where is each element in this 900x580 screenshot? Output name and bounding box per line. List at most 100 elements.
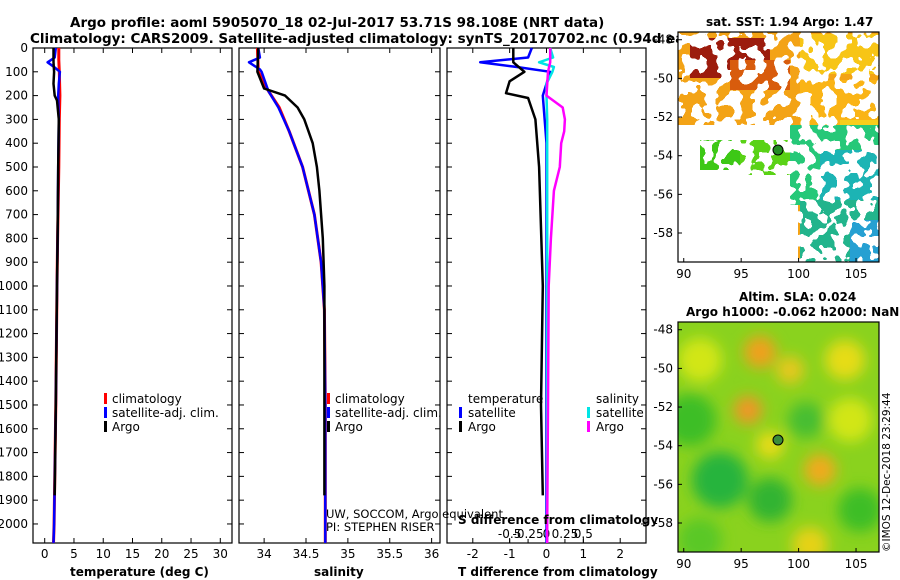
difference-profile-lines [478,47,567,543]
legend-label-climatology: climatology [112,392,182,406]
depth-tick-label: 1400 [0,374,28,388]
sst-map-frame [677,31,880,263]
map-y-tick-label: -50 [653,361,673,375]
x-tick-label: 35.5 [376,547,403,561]
figure-title-line1: Argo profile: aoml 5905070_18 02-Jul-201… [70,15,604,31]
depth-tick-label: 1100 [0,303,28,317]
map-y-tick-label: -56 [653,187,673,201]
depth-tick-label: 2000 [0,517,28,531]
salinity-plot-frame [238,47,441,544]
map-y-tick-label: -54 [653,439,673,453]
difference-x-ticks: -2 -1 0 1 2-0.5-0.25 0 0.250.5 [447,47,646,561]
map-y-tick-label: -48 [653,33,673,47]
map-y-tick-label: -58 [653,226,673,240]
legend-title-salinity: salinity [596,392,639,406]
depth-tick-label: 700 [5,208,28,222]
legend-swatch-climatology [104,393,107,404]
s-diff-tick-label: -0.5 [498,527,521,541]
map-x-tick-label: 90 [676,557,691,571]
map-x-tick-label: 95 [734,557,749,571]
s-diff-tick-label: -0.25 [513,527,544,541]
profile-line-climatology [255,47,327,543]
legend-label-satellite: satellite-adj. clim. [112,406,219,420]
map-x-tick-label: 100 [787,557,810,571]
temperature-plot-frame [32,47,233,544]
legend-title-temperature: temperature [468,392,543,406]
imos-credit: ©IMOS 12-Dec-2018 23:29:44 [881,392,893,552]
x-tick-label: -1 [504,547,516,561]
legend-swatch-climatology [327,393,330,404]
legend-label-argo: Argo [112,420,140,434]
sst-map-ticks: 90 95 100 105 -48 -50 -52 -54 -56 -58 [653,33,867,281]
x-tick-label: 25 [183,547,198,561]
depth-axis: 0 100 200 300 400 500 600 700 800 900 1000 1100 1200… [0,41,28,531]
legend-label-argo: Argo [335,420,363,434]
temperature-profile-lines [46,47,62,544]
principal-investigator-note: PI: STEPHEN RISER [326,520,435,534]
sla-map-title-line2: Argo h1000: -0.062 h2000: NaN [686,305,899,319]
legend-label-climatology: climatology [335,392,405,406]
x-tick-label: 34.5 [293,547,320,561]
depth-tick-label: 1600 [0,422,28,436]
depth-tick-label: 800 [5,231,28,245]
profile-line-salinity-argo [545,48,567,543]
depth-tick-label: 1300 [0,350,28,364]
legend-label-sal-argo: Argo [596,420,624,434]
depth-tick-label: 1800 [0,469,28,483]
map-y-tick-label: -50 [653,71,673,85]
depth-tick-label: 400 [5,136,28,150]
map-y-tick-label: -52 [653,110,673,124]
salinity-axis-label: salinity [314,565,364,579]
profile-line-argo [52,48,61,496]
x-tick-label: 2 [616,547,624,561]
x-tick-label: 1 [580,547,588,561]
data-source-note: UW, SOCCOM, Argo equivalent [326,507,503,521]
map-y-tick-label: -56 [653,477,673,491]
sla-map: Altim. SLA: 0.024 Argo h1000: -0.062 h20… [653,290,899,571]
map-x-tick-label: 105 [845,557,868,571]
difference-panel: -2 -1 0 1 2-0.5-0.25 0 0.250.5 T difference fr… [446,47,658,579]
sla-map-title-line1: Altim. SLA: 0.024 [739,290,856,304]
depth-tick-label: 300 [5,112,28,126]
legend-swatch-argo [327,421,330,432]
float-position-marker [772,144,784,156]
depth-tick-label: 0 [20,41,28,55]
x-tick-label: 30 [213,547,228,561]
profile-line-temperature-satellite [478,47,552,543]
depth-tick-label: 1500 [0,398,28,412]
figure-title-line2: Climatology: CARS2009. Satellite-adjuste… [30,31,722,47]
salinity-x-ticks: 34 34.5 35 35.5 36 [239,47,440,561]
map-y-tick-label: -58 [653,516,673,530]
x-tick-label: 34 [256,547,271,561]
depth-tick-label: 1700 [0,446,28,460]
temperature-axis-label: temperature (deg C) [70,565,209,579]
salinity-profile-lines [247,47,327,543]
legend-label-temp-satellite: satellite [468,406,516,420]
s-diff-tick-label: 0.25 [552,527,579,541]
s-difference-axis-label: S difference from climatology [458,513,658,527]
difference-legend: temperature satellite Argo salinity sate… [459,392,644,434]
map-y-tick-label: -54 [653,149,673,163]
depth-tick-label: 500 [5,160,28,174]
temperature-legend: climatology satellite-adj. clim. Argo [104,392,219,434]
legend-swatch-satellite [104,407,107,418]
depth-tick-label: 900 [5,255,28,269]
t-difference-axis-label: T difference from climatology [458,565,658,579]
depth-tick-label: 200 [5,89,28,103]
legend-swatch-satellite [327,407,330,418]
temperature-x-ticks: 0 5 10 15 20 25 30 [33,47,232,561]
legend-swatch-sal-argo [587,421,590,432]
legend-swatch-temp-argo [459,421,462,432]
map-x-tick-label: 95 [734,267,749,281]
legend-label-sal-satellite: satellite [596,406,644,420]
x-tick-label: 5 [70,547,78,561]
depth-tick-label: 1200 [0,327,28,341]
map-y-tick-label: -48 [653,323,673,337]
x-tick-label: 10 [96,547,111,561]
depth-tick-label: 100 [5,65,28,79]
legend-swatch-argo [104,421,107,432]
depth-tick-label: 1900 [0,493,28,507]
x-tick-label: 0 [543,547,551,561]
legend-label-temp-argo: Argo [468,420,496,434]
